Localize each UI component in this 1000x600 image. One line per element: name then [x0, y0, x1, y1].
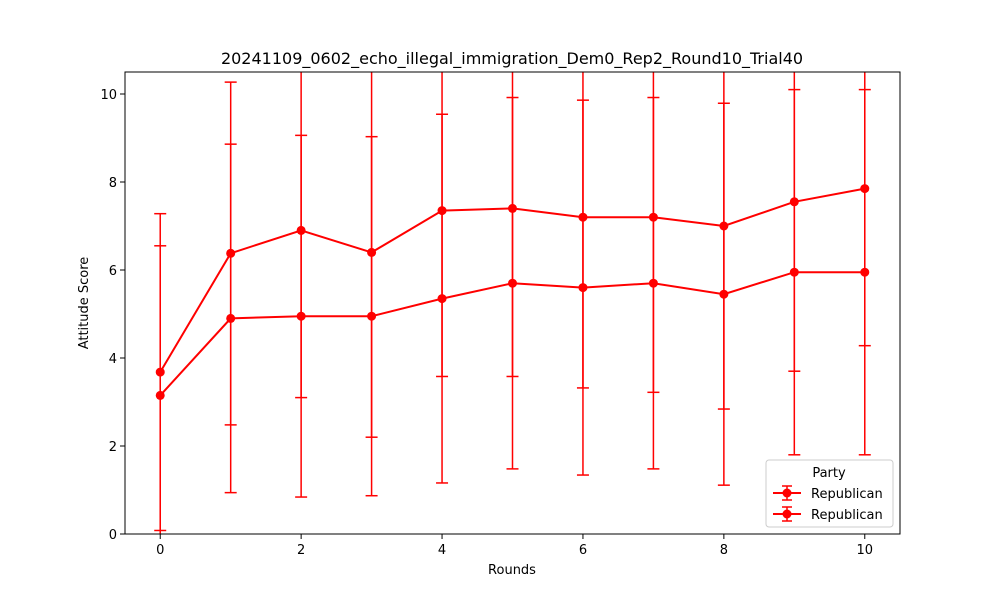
legend-item: Republican: [773, 506, 883, 523]
data-point: [226, 313, 236, 323]
data-point: [789, 267, 799, 277]
legend-label: Republican: [811, 508, 883, 523]
data-point: [578, 283, 588, 293]
x-tick-label: 4: [438, 543, 446, 558]
legend-label: Republican: [811, 487, 883, 502]
x-tick-label: 10: [856, 543, 873, 558]
y-tick-label: 8: [109, 176, 117, 191]
y-tick-label: 10: [100, 88, 117, 103]
x-tick-label: 6: [579, 543, 587, 558]
legend-item: Republican: [773, 485, 883, 502]
x-tick-label: 0: [156, 543, 164, 558]
legend-marker: [782, 488, 792, 498]
x-axis-label: Rounds: [488, 563, 536, 578]
legend-title: Party: [812, 466, 846, 481]
y-axis: 0 2 4 6 8 10: [100, 88, 125, 543]
data-point: [860, 267, 870, 277]
data-point: [508, 278, 517, 288]
data-point: [155, 390, 165, 400]
y-tick-label: 6: [109, 264, 117, 279]
series-2: [154, 88, 871, 534]
x-axis: 0 2 4 6 8 10: [156, 534, 873, 558]
y-tick-label: 2: [109, 440, 117, 455]
data-point: [437, 294, 447, 304]
legend-box: [765, 459, 894, 528]
y-tick-label: 4: [109, 352, 117, 367]
data-point: [719, 289, 729, 299]
legend: Party Republican Republican: [765, 459, 894, 528]
x-tick-label: 8: [720, 543, 728, 558]
y-axis-label: Attitude Score: [77, 257, 92, 350]
legend-marker: [782, 509, 792, 519]
plot-frame: [124, 71, 901, 535]
data-point: [648, 278, 658, 288]
y-tick-label: 0: [109, 528, 117, 543]
data-point: [367, 311, 377, 321]
data-point: [296, 311, 306, 321]
x-tick-label: 2: [297, 543, 305, 558]
chart-title: 20241109_0602_echo_illegal_immigration_D…: [221, 49, 803, 69]
plot-area: [154, 72, 871, 534]
